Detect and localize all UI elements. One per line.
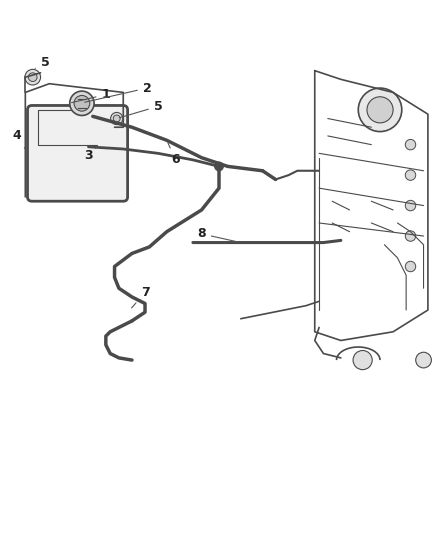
Circle shape [28,73,37,82]
Circle shape [358,88,402,132]
Circle shape [405,170,416,180]
Text: 3: 3 [84,147,97,162]
Text: 7: 7 [131,286,149,308]
Text: 5: 5 [35,56,49,69]
Circle shape [113,115,120,122]
Text: 2: 2 [85,82,152,102]
Text: 4: 4 [12,130,25,149]
Circle shape [405,231,416,241]
Circle shape [416,352,431,368]
Circle shape [111,112,123,125]
Circle shape [74,95,90,111]
Text: 8: 8 [197,228,238,242]
Circle shape [405,261,416,272]
Text: 1: 1 [71,88,110,103]
FancyBboxPatch shape [28,106,127,201]
Text: 5: 5 [120,100,162,118]
Circle shape [405,140,416,150]
Circle shape [405,200,416,211]
Text: 6: 6 [168,143,180,166]
Circle shape [367,97,393,123]
Circle shape [353,351,372,370]
Circle shape [70,91,94,116]
Circle shape [25,69,41,85]
Circle shape [215,162,223,171]
